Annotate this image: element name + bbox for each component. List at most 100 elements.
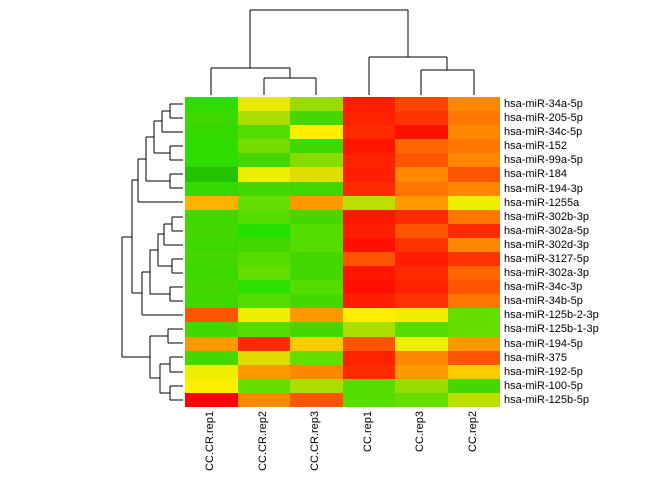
heatmap-cell	[290, 378, 343, 393]
heatmap-cell	[447, 336, 500, 351]
row-label: hsa-miR-302d-3p	[504, 238, 589, 251]
row-dendrogram	[121, 103, 183, 401]
heatmap-cell	[447, 280, 500, 295]
heatmap-cell	[290, 266, 343, 281]
heatmap-cell	[447, 378, 500, 393]
heatmap-cell	[342, 392, 395, 407]
row-label: hsa-miR-125b-5p	[504, 393, 589, 406]
heatmap-cell	[237, 223, 290, 238]
heatmap-cell	[395, 209, 448, 224]
heatmap-cell	[342, 111, 395, 126]
heatmap-cell	[185, 167, 238, 182]
heatmap-cell	[447, 266, 500, 281]
heatmap-cell	[290, 308, 343, 323]
heatmap-cell	[447, 139, 500, 154]
heatmap-cell	[342, 308, 395, 323]
heatmap-cell	[185, 378, 238, 393]
row-label: hsa-miR-302a-3p	[504, 267, 589, 280]
col-label: CC.CR.rep2	[256, 411, 269, 471]
col-label: CC.rep1	[361, 411, 374, 452]
heatmap-cell	[290, 392, 343, 407]
heatmap-cell	[395, 364, 448, 379]
heatmap-cell	[237, 153, 290, 168]
heatmap-cell	[342, 237, 395, 252]
heatmap-cell	[395, 336, 448, 351]
heatmap-cell	[395, 308, 448, 323]
heatmap-cell	[237, 125, 290, 140]
heatmap-cell	[290, 364, 343, 379]
heatmap-cell	[290, 167, 343, 182]
heatmap-cell	[342, 153, 395, 168]
heatmap-cell	[237, 350, 290, 365]
heatmap-cell	[237, 139, 290, 154]
heatmap-cell	[185, 111, 238, 126]
heatmap-cell	[185, 364, 238, 379]
heatmap-cell	[237, 336, 290, 351]
heatmap-cell	[237, 251, 290, 267]
heatmap-cell	[290, 251, 343, 267]
heatmap-cell	[237, 364, 290, 379]
heatmap-cell	[237, 266, 290, 281]
heatmap-grid	[185, 97, 500, 407]
heatmap-cell	[395, 195, 448, 210]
heatmap-cell	[447, 392, 500, 407]
row-label: hsa-miR-3127-5p	[504, 253, 589, 265]
heatmap-cell	[447, 153, 500, 168]
heatmap-cell	[185, 266, 238, 281]
heatmap-cell	[290, 336, 343, 351]
heatmap-cell	[342, 322, 395, 337]
heatmap-cell	[185, 139, 238, 154]
heatmap-cell	[395, 139, 448, 154]
heatmap-cell	[185, 294, 238, 309]
heatmap-cell	[290, 280, 343, 295]
col-label: CC.rep2	[466, 411, 479, 452]
heatmap-cell	[290, 209, 343, 224]
heatmap-cell	[290, 125, 343, 140]
heatmap-cell	[447, 364, 500, 379]
heatmap-cell	[395, 350, 448, 365]
heatmap-cell	[447, 350, 500, 365]
heatmap-cell	[237, 111, 290, 126]
heatmap-cell	[290, 237, 343, 252]
heatmap-cell	[237, 294, 290, 309]
row-label: hsa-miR-1255a	[504, 196, 580, 209]
heatmap-cell	[395, 251, 448, 267]
heatmap-cell	[342, 336, 395, 351]
row-label: hsa-miR-34c-5p	[504, 126, 583, 139]
heatmap-cell	[290, 350, 343, 365]
heatmap-cell	[342, 209, 395, 224]
heatmap-cell	[185, 195, 238, 210]
heatmap-cell	[395, 111, 448, 126]
heatmap-cell	[290, 153, 343, 168]
column-dendrogram	[210, 9, 475, 95]
row-label: hsa-miR-192-5p	[504, 365, 583, 378]
heatmap-cell	[342, 139, 395, 154]
heatmap-cell	[447, 223, 500, 238]
heatmap-cell	[447, 308, 500, 323]
heatmap-cell	[395, 378, 448, 393]
row-label: hsa-miR-302a-5p	[504, 224, 589, 237]
heatmap-cell	[395, 266, 448, 281]
col-label: CC.CR.rep3	[309, 411, 322, 471]
heatmap-cell	[342, 266, 395, 281]
heatmap-cell	[237, 209, 290, 224]
heatmap-cell	[447, 97, 500, 112]
heatmap-cell	[185, 223, 238, 238]
row-label: hsa-miR-302b-3p	[504, 210, 589, 223]
heatmap-cell	[342, 97, 395, 112]
heatmap-cell	[447, 237, 500, 252]
heatmap-cell	[395, 223, 448, 238]
row-label: hsa-miR-205-5p	[504, 112, 583, 125]
heatmap-cell	[342, 195, 395, 210]
heatmap-cell	[342, 364, 395, 379]
heatmap-cell	[237, 280, 290, 295]
heatmap-cell	[290, 97, 343, 112]
row-label: hsa-miR-99a-5p	[504, 154, 583, 167]
row-label: hsa-miR-34b-5p	[504, 295, 583, 308]
heatmap-cell	[237, 308, 290, 323]
heatmap-cell	[237, 237, 290, 252]
heatmap-cell	[185, 322, 238, 337]
heatmap-cell	[290, 223, 343, 238]
